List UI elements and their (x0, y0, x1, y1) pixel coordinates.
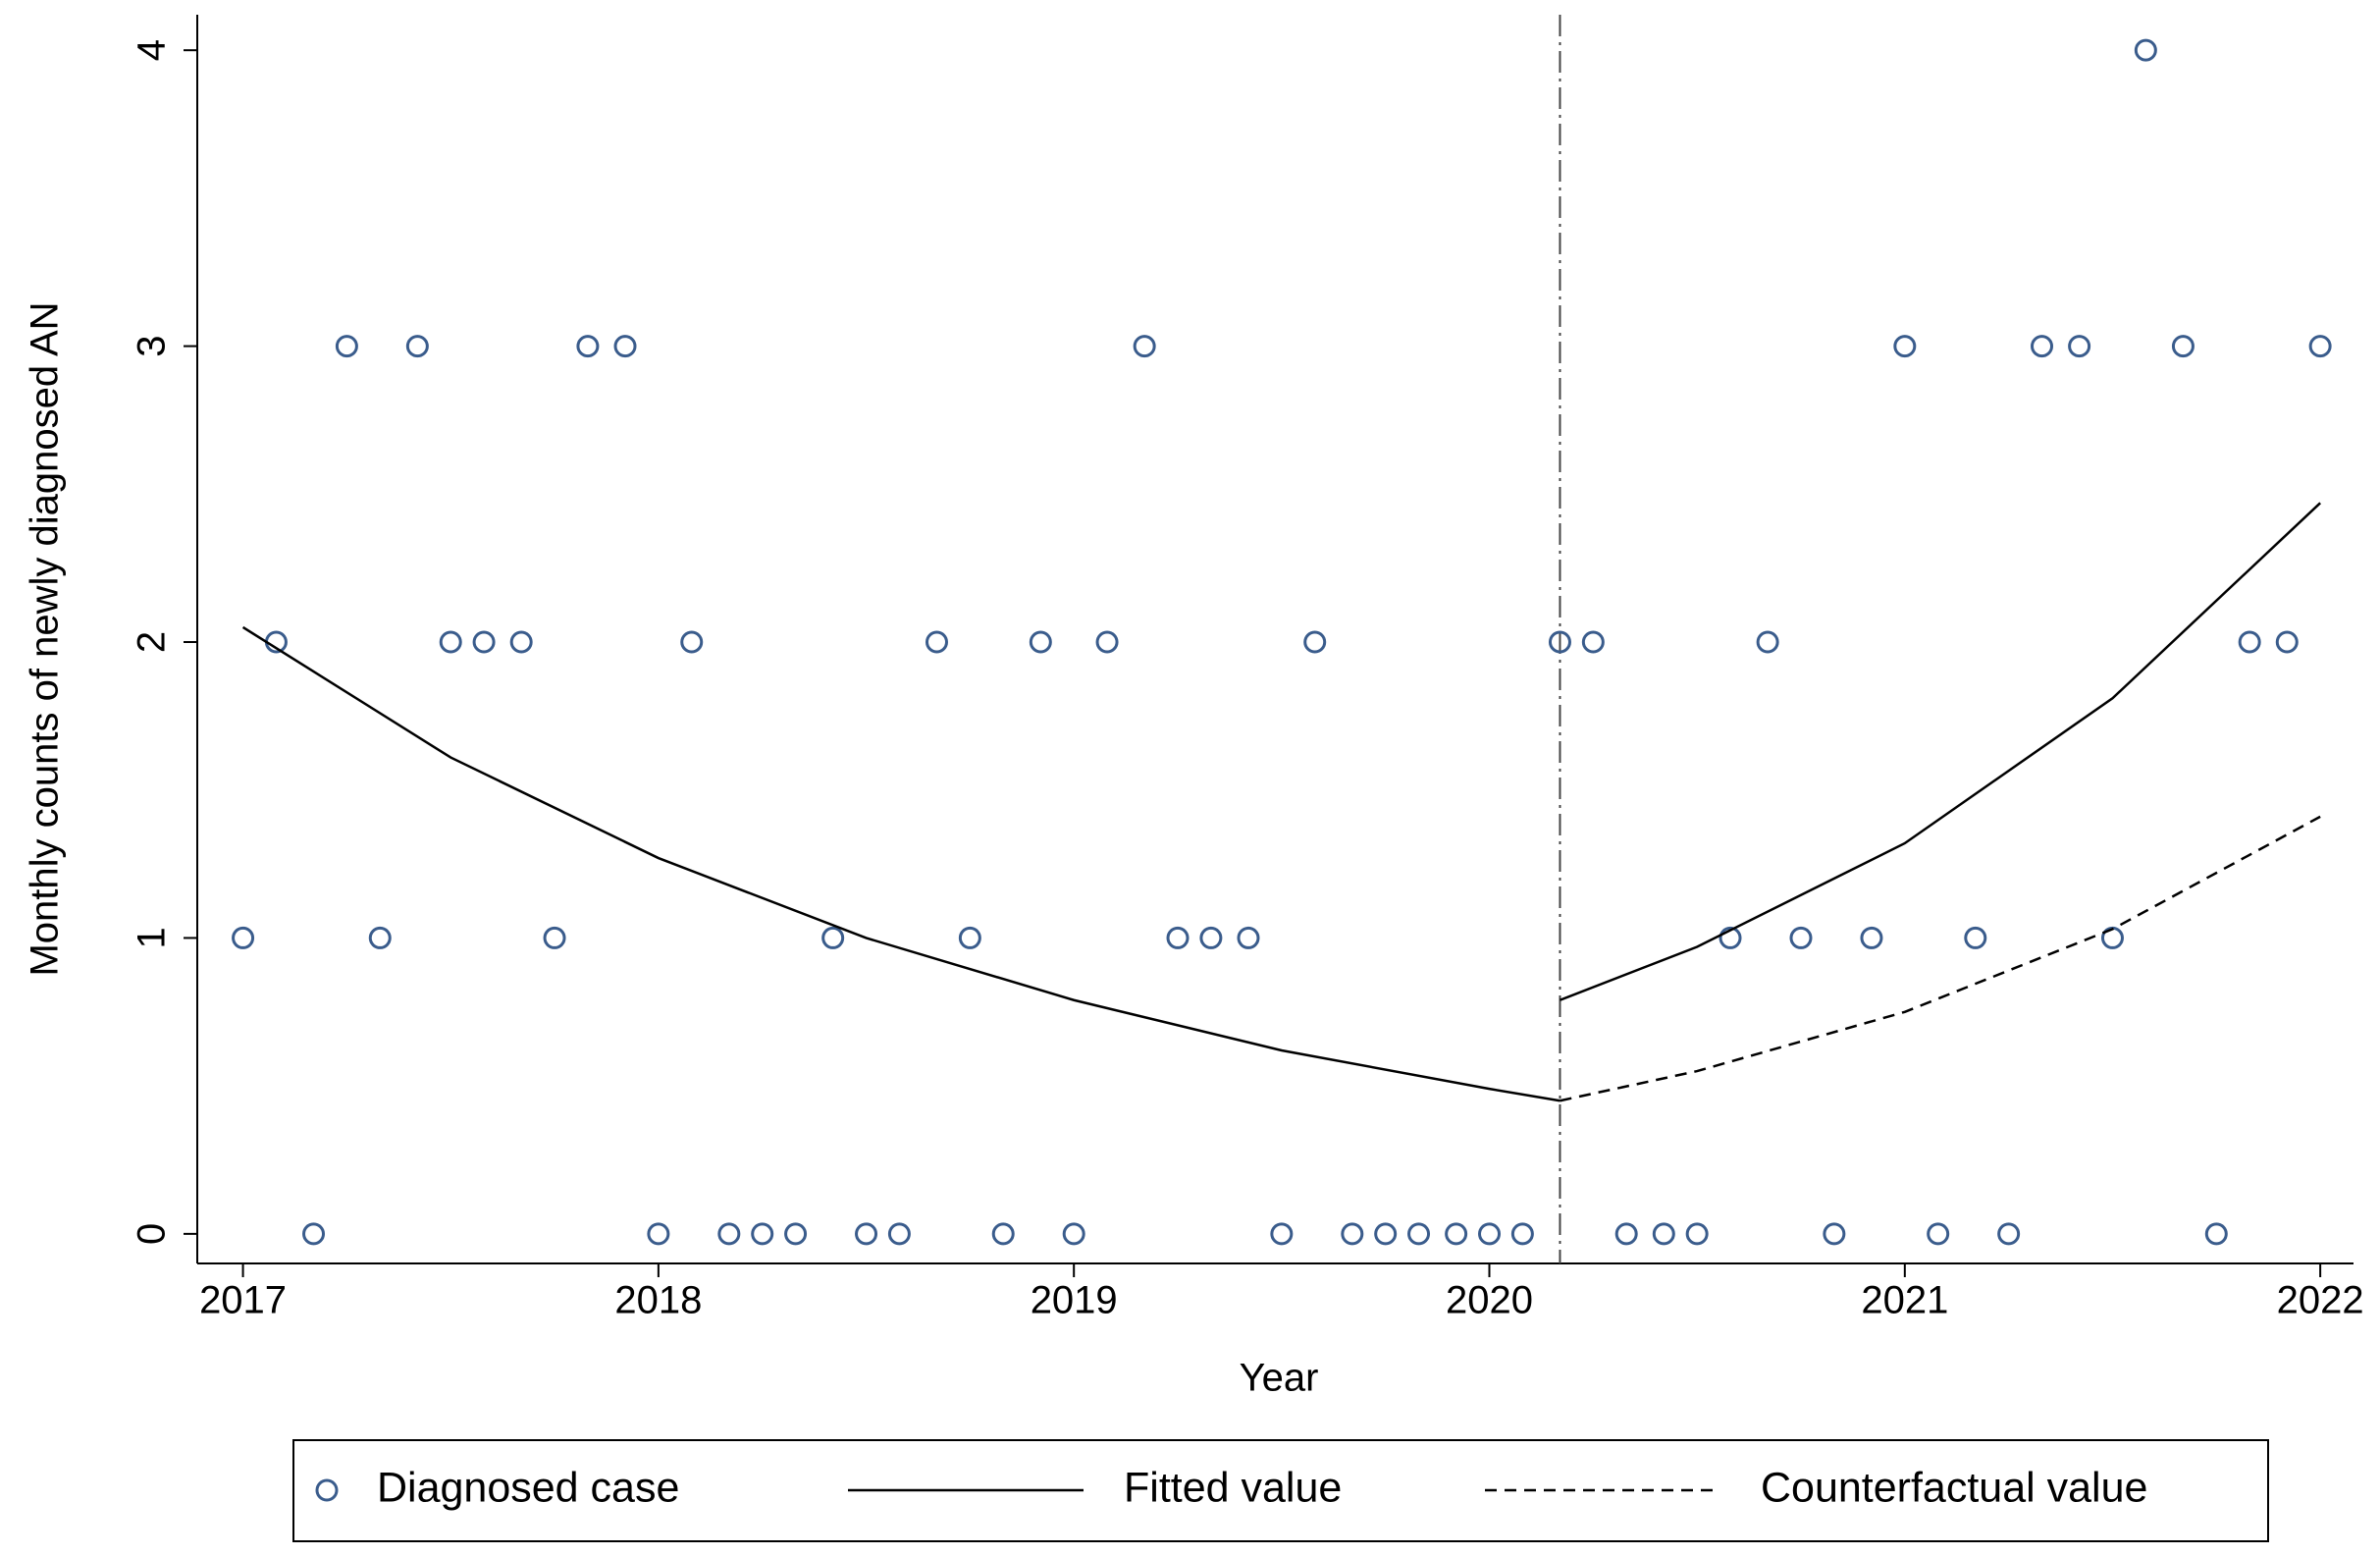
data-point (1478, 1222, 1502, 1246)
data-point (472, 630, 496, 654)
data-point (405, 335, 429, 358)
data-point (2031, 335, 2054, 358)
data-point (925, 630, 948, 654)
data-point (1445, 1222, 1468, 1246)
data-point (509, 630, 533, 654)
data-point (1964, 926, 1987, 949)
x-tick-label: 2018 (614, 1279, 702, 1322)
data-point (1614, 1222, 1638, 1246)
data-point (335, 335, 358, 358)
y-tick-label: 0 (131, 1223, 174, 1245)
data-point (1270, 1222, 1294, 1246)
data-point (1374, 1222, 1398, 1246)
x-axis-title: Year (1240, 1357, 1319, 1400)
x-tick-label: 2020 (1446, 1279, 1533, 1322)
fitted-line (241, 502, 2321, 1102)
data-point (1237, 926, 1260, 949)
data-point (821, 926, 845, 949)
x-tick-label: 2017 (199, 1279, 287, 1322)
y-axis-title: Monthly counts of newly diagnosed AN (24, 301, 67, 976)
data-point (1756, 630, 1779, 654)
data-point (1789, 926, 1813, 949)
y-tick-label: 4 (131, 39, 174, 61)
legend-label: Diagnosed case (377, 1464, 679, 1511)
data-point (1303, 630, 1327, 654)
data-point (784, 1222, 808, 1246)
data-point (1823, 1222, 1846, 1246)
data-point (855, 1222, 878, 1246)
data-point (613, 335, 637, 358)
data-point (717, 1222, 741, 1246)
data-point (1029, 630, 1052, 654)
data-point (1719, 926, 1742, 949)
data-point (1341, 1222, 1364, 1246)
data-point (2171, 335, 2195, 358)
data-point (887, 1222, 911, 1246)
data-point (1685, 1222, 1709, 1246)
legend-box (292, 1439, 2269, 1542)
data-point (1133, 335, 1156, 358)
x-tick-label: 2019 (1031, 1279, 1118, 1322)
data-point (1510, 1222, 1534, 1246)
legend-label: Fitted value (1124, 1464, 1342, 1511)
x-tick-label: 2022 (2277, 1279, 2364, 1322)
data-point (1860, 926, 1883, 949)
legend-marker (315, 1478, 339, 1502)
data-point (368, 926, 392, 949)
data-point (2275, 630, 2299, 654)
x-tick-label: 2021 (1861, 1279, 1948, 1322)
data-point (232, 926, 255, 949)
y-tick-label: 3 (131, 335, 174, 356)
data-point (1927, 1222, 1950, 1246)
data-point (2134, 38, 2157, 62)
data-point (1652, 1222, 1675, 1246)
data-point (647, 1222, 670, 1246)
data-point (439, 630, 462, 654)
data-point (543, 926, 566, 949)
data-point (680, 630, 704, 654)
data-point (1062, 1222, 1085, 1246)
data-point (958, 926, 981, 949)
data-point (1166, 926, 1190, 949)
data-point (2068, 335, 2091, 358)
data-point (1893, 335, 1917, 358)
data-point (751, 1222, 774, 1246)
legend-label: Counterfactual value (1761, 1464, 2147, 1511)
data-point (302, 1222, 326, 1246)
data-point (1548, 630, 1571, 654)
fitted-line (1560, 815, 2321, 1102)
data-point (1997, 1222, 2021, 1246)
data-point (1199, 926, 1223, 949)
data-point (1095, 630, 1119, 654)
data-point (2238, 630, 2261, 654)
data-point (1407, 1222, 1431, 1246)
data-point (2204, 1222, 2228, 1246)
data-point (1581, 630, 1605, 654)
data-point (576, 335, 600, 358)
y-tick-label: 2 (131, 631, 174, 653)
y-tick-label: 1 (131, 927, 174, 948)
data-point (991, 1222, 1015, 1246)
data-point (2308, 335, 2332, 358)
